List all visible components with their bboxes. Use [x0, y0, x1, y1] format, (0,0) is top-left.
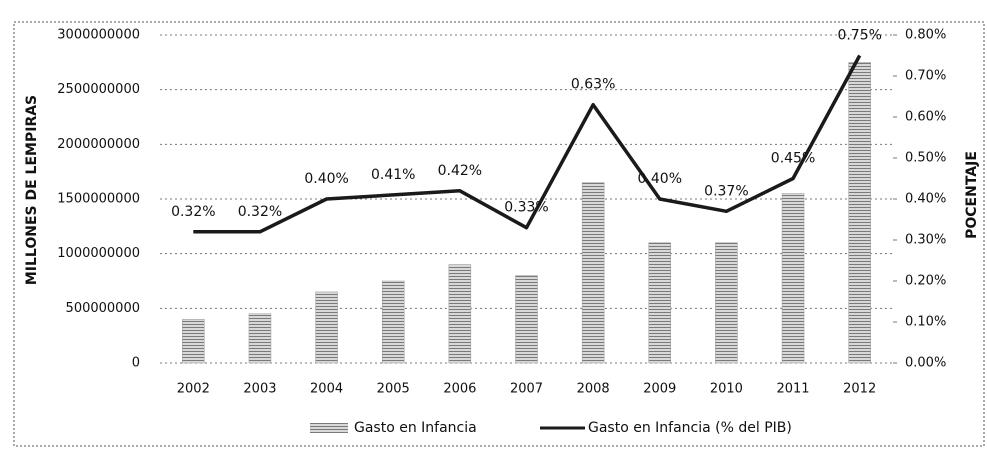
y2-tick-label: 0.60%	[905, 110, 946, 125]
y-tick-label: 0	[132, 356, 140, 371]
bar	[515, 275, 538, 364]
y2-axis-title: POCENTAJE	[964, 151, 980, 239]
data-label: 0.33%	[504, 200, 548, 216]
y-tick-label: 2000000000	[57, 137, 140, 152]
y-tick-label: 3000000000	[57, 28, 140, 43]
data-label: 0.40%	[304, 171, 348, 187]
x-tick-label: 2012	[843, 382, 876, 397]
y-axis-title: MILLONES DE LEMPIRAS	[24, 95, 40, 285]
x-tick-label: 2005	[377, 382, 410, 397]
y-tick-label: 1000000000	[57, 246, 140, 261]
y2-tick-label: 0.00%	[905, 356, 946, 371]
x-tick-label: 2011	[776, 382, 809, 397]
y2-tick-label: 0.30%	[905, 233, 946, 248]
x-tick-label: 2003	[243, 382, 276, 397]
y-tick-label: 1500000000	[57, 192, 140, 207]
x-tick-label: 2010	[710, 382, 743, 397]
y2-tick-label: 0.10%	[905, 315, 946, 330]
data-label: 0.41%	[371, 167, 415, 183]
x-tick-label: 2002	[177, 382, 210, 397]
y2-tick-label: 0.50%	[905, 151, 946, 166]
legend-label: Gasto en Infancia	[354, 420, 477, 436]
bar	[448, 264, 472, 364]
bar	[848, 62, 871, 364]
y2-tick-label: 0.80%	[905, 28, 946, 43]
bar	[715, 242, 738, 364]
data-label: 0.32%	[171, 204, 215, 220]
y2-tick-label: 0.40%	[905, 192, 946, 207]
data-label: 0.63%	[571, 77, 615, 93]
x-tick-label: 2009	[643, 382, 676, 397]
y-tick-label: 2500000000	[57, 82, 140, 97]
line	[193, 54, 862, 234]
frame	[13, 21, 985, 447]
x-tick-label: 2006	[443, 382, 476, 397]
bar	[182, 319, 205, 364]
bar	[781, 193, 805, 364]
data-label: 0.42%	[438, 163, 482, 179]
data-label: 0.32%	[238, 204, 282, 220]
bar	[581, 182, 605, 364]
bar	[248, 313, 272, 364]
data-label: 0.45%	[771, 151, 815, 167]
bar	[315, 291, 338, 364]
bar	[648, 242, 672, 364]
x-tick-label: 2008	[577, 382, 610, 397]
data-label: 0.37%	[704, 183, 748, 199]
x-tick-label: 2004	[310, 382, 343, 397]
x-tick-label: 2007	[510, 382, 543, 397]
bar	[381, 280, 405, 364]
y-tick-label: 500000000	[66, 301, 140, 316]
data-label: 0.40%	[638, 171, 682, 187]
data-label: 0.75%	[837, 28, 881, 44]
y2-tick-label: 0.70%	[905, 69, 946, 84]
y2-tick-label: 0.20%	[905, 274, 946, 289]
legend-swatch	[310, 423, 348, 433]
legend-label: Gasto en Infancia (% del PIB)	[588, 420, 792, 436]
